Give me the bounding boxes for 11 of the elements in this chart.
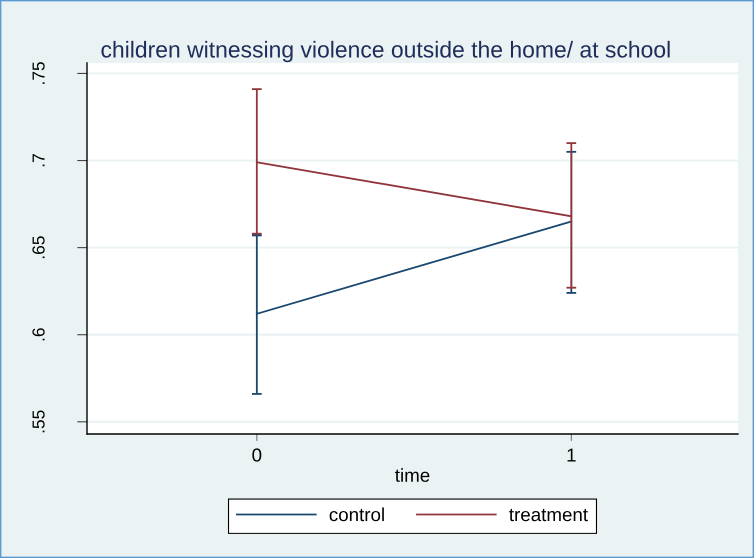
y-tick-label: .55 xyxy=(32,410,45,432)
y-tick-label: .7 xyxy=(32,154,45,166)
x-tick-label: 0 xyxy=(252,448,262,462)
x-axis-title: time xyxy=(395,468,430,482)
y-tick-label: .6 xyxy=(32,328,45,340)
legend-label: control xyxy=(330,507,384,522)
chart-title: children witnessing violence outside the home/ at school xyxy=(101,40,670,62)
legend-label: treatment xyxy=(509,508,588,522)
y-tick-label: .75 xyxy=(32,62,45,84)
x-tick-label: 1 xyxy=(568,448,576,462)
y-tick-label: .65 xyxy=(32,236,45,258)
